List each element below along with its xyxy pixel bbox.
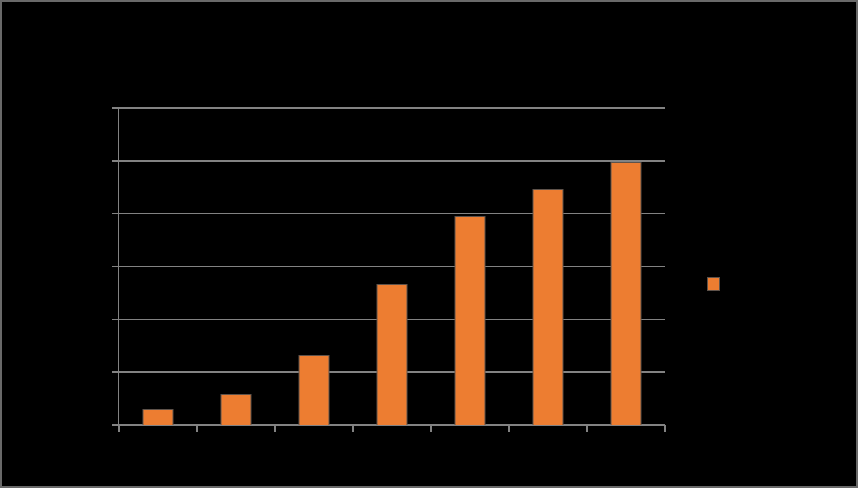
bar: [142, 408, 174, 425]
x-axis-tick: [118, 425, 120, 432]
bar: [220, 394, 252, 425]
x-axis-tick: [352, 425, 354, 432]
x-axis-tick: [586, 425, 588, 432]
bar: [376, 283, 408, 425]
x-axis: [112, 424, 665, 426]
bar-slot: [275, 108, 353, 425]
legend: [707, 277, 720, 291]
gridline: [112, 212, 665, 215]
bar-slot: [197, 108, 275, 425]
bar-slot: [119, 108, 197, 425]
bar: [298, 355, 330, 425]
bar-slot: [587, 108, 665, 425]
chart-plot-area: [112, 107, 666, 432]
bar-slot: [509, 108, 587, 425]
bar-slot: [431, 108, 509, 425]
x-axis-tick: [664, 425, 666, 432]
legend-marker-icon: [707, 277, 720, 291]
x-axis-tick: [508, 425, 510, 432]
gridline: [112, 107, 665, 109]
bar: [532, 189, 564, 425]
x-axis-tick: [196, 425, 198, 432]
x-axis-tick: [430, 425, 432, 432]
bar-slot: [353, 108, 431, 425]
x-axis-tick: [274, 425, 276, 432]
bar: [454, 215, 486, 425]
y-axis: [117, 108, 119, 432]
bar: [610, 161, 642, 425]
gridline: [112, 160, 665, 162]
gridline: [112, 265, 665, 268]
